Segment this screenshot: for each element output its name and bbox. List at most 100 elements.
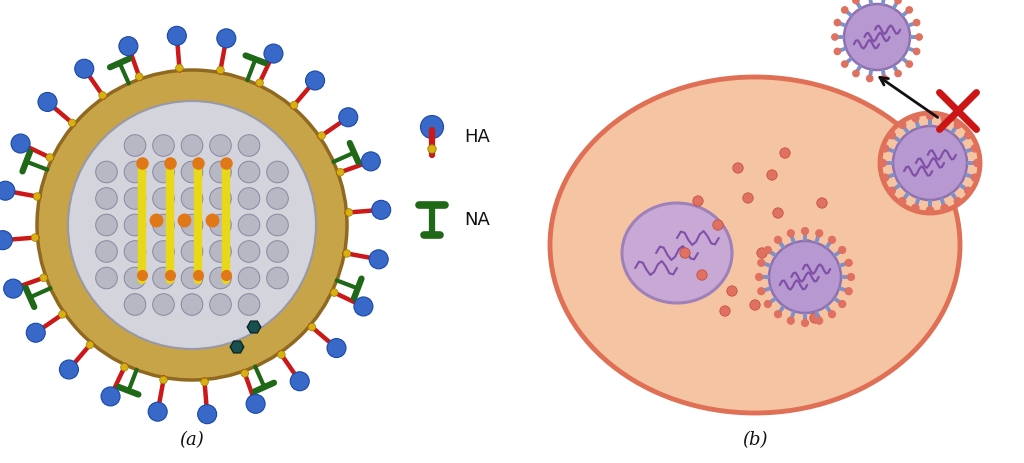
Circle shape (839, 300, 846, 307)
Circle shape (828, 237, 836, 243)
Circle shape (153, 161, 174, 183)
Circle shape (774, 237, 781, 243)
Circle shape (680, 248, 690, 258)
Circle shape (38, 93, 57, 112)
Circle shape (733, 163, 743, 173)
Circle shape (266, 267, 289, 289)
Circle shape (343, 250, 350, 257)
Text: NA: NA (464, 211, 489, 229)
Circle shape (842, 61, 848, 67)
Circle shape (86, 341, 94, 349)
Circle shape (27, 323, 45, 342)
Circle shape (767, 170, 777, 180)
Circle shape (239, 135, 260, 156)
Circle shape (954, 121, 962, 128)
Circle shape (774, 311, 781, 318)
Circle shape (372, 200, 391, 219)
Circle shape (210, 188, 231, 209)
Circle shape (148, 402, 167, 421)
Circle shape (828, 311, 836, 318)
Circle shape (927, 207, 934, 214)
Circle shape (912, 205, 919, 212)
Circle shape (750, 300, 760, 310)
Circle shape (758, 288, 765, 294)
Circle shape (816, 230, 822, 237)
Circle shape (786, 276, 798, 286)
Circle shape (68, 101, 316, 349)
Circle shape (742, 193, 754, 203)
Circle shape (848, 274, 854, 281)
Circle shape (965, 187, 972, 194)
Circle shape (842, 7, 848, 13)
Circle shape (831, 34, 838, 40)
Circle shape (11, 134, 30, 153)
Circle shape (210, 214, 231, 236)
Circle shape (181, 267, 203, 289)
Circle shape (941, 205, 948, 212)
Circle shape (696, 270, 708, 280)
Circle shape (780, 148, 791, 158)
Circle shape (201, 378, 209, 386)
Circle shape (974, 159, 981, 167)
Circle shape (119, 37, 138, 56)
Circle shape (354, 297, 373, 316)
Circle shape (98, 92, 106, 99)
Circle shape (764, 300, 771, 307)
Circle shape (167, 26, 186, 45)
Circle shape (880, 113, 980, 213)
Circle shape (239, 267, 260, 289)
Circle shape (927, 112, 934, 119)
Circle shape (756, 274, 763, 281)
Circle shape (31, 234, 39, 241)
Circle shape (0, 181, 14, 200)
Circle shape (764, 247, 771, 253)
Text: (a): (a) (179, 431, 205, 449)
Circle shape (895, 0, 901, 4)
Circle shape (95, 241, 118, 263)
Circle shape (899, 198, 906, 205)
Circle shape (972, 174, 979, 181)
Circle shape (899, 121, 906, 128)
Circle shape (239, 188, 260, 209)
Circle shape (916, 34, 923, 40)
Circle shape (757, 248, 767, 258)
Circle shape (95, 267, 118, 289)
Circle shape (895, 70, 901, 77)
Circle shape (913, 48, 920, 55)
Circle shape (217, 29, 236, 48)
Circle shape (758, 259, 765, 266)
Circle shape (317, 132, 326, 139)
Circle shape (893, 126, 967, 200)
Circle shape (345, 209, 353, 216)
Ellipse shape (550, 77, 961, 413)
Circle shape (361, 152, 380, 171)
Circle shape (246, 394, 265, 413)
Circle shape (305, 71, 325, 90)
Circle shape (370, 250, 388, 269)
Circle shape (153, 294, 174, 315)
Circle shape (153, 241, 174, 263)
Circle shape (888, 131, 895, 139)
Circle shape (181, 161, 203, 183)
Circle shape (95, 188, 118, 209)
Circle shape (153, 267, 174, 289)
Circle shape (906, 61, 912, 67)
Circle shape (75, 59, 94, 78)
Circle shape (810, 313, 820, 323)
Circle shape (802, 319, 808, 326)
Circle shape (95, 161, 118, 183)
Circle shape (912, 114, 919, 122)
Circle shape (4, 279, 23, 298)
Circle shape (266, 188, 289, 209)
Circle shape (198, 405, 217, 424)
Circle shape (278, 351, 286, 358)
Circle shape (124, 214, 145, 236)
Circle shape (965, 131, 972, 139)
Circle shape (160, 376, 167, 384)
Circle shape (181, 214, 203, 236)
Circle shape (853, 0, 859, 4)
Circle shape (954, 198, 962, 205)
Circle shape (844, 4, 910, 70)
Circle shape (239, 161, 260, 183)
Circle shape (239, 294, 260, 315)
